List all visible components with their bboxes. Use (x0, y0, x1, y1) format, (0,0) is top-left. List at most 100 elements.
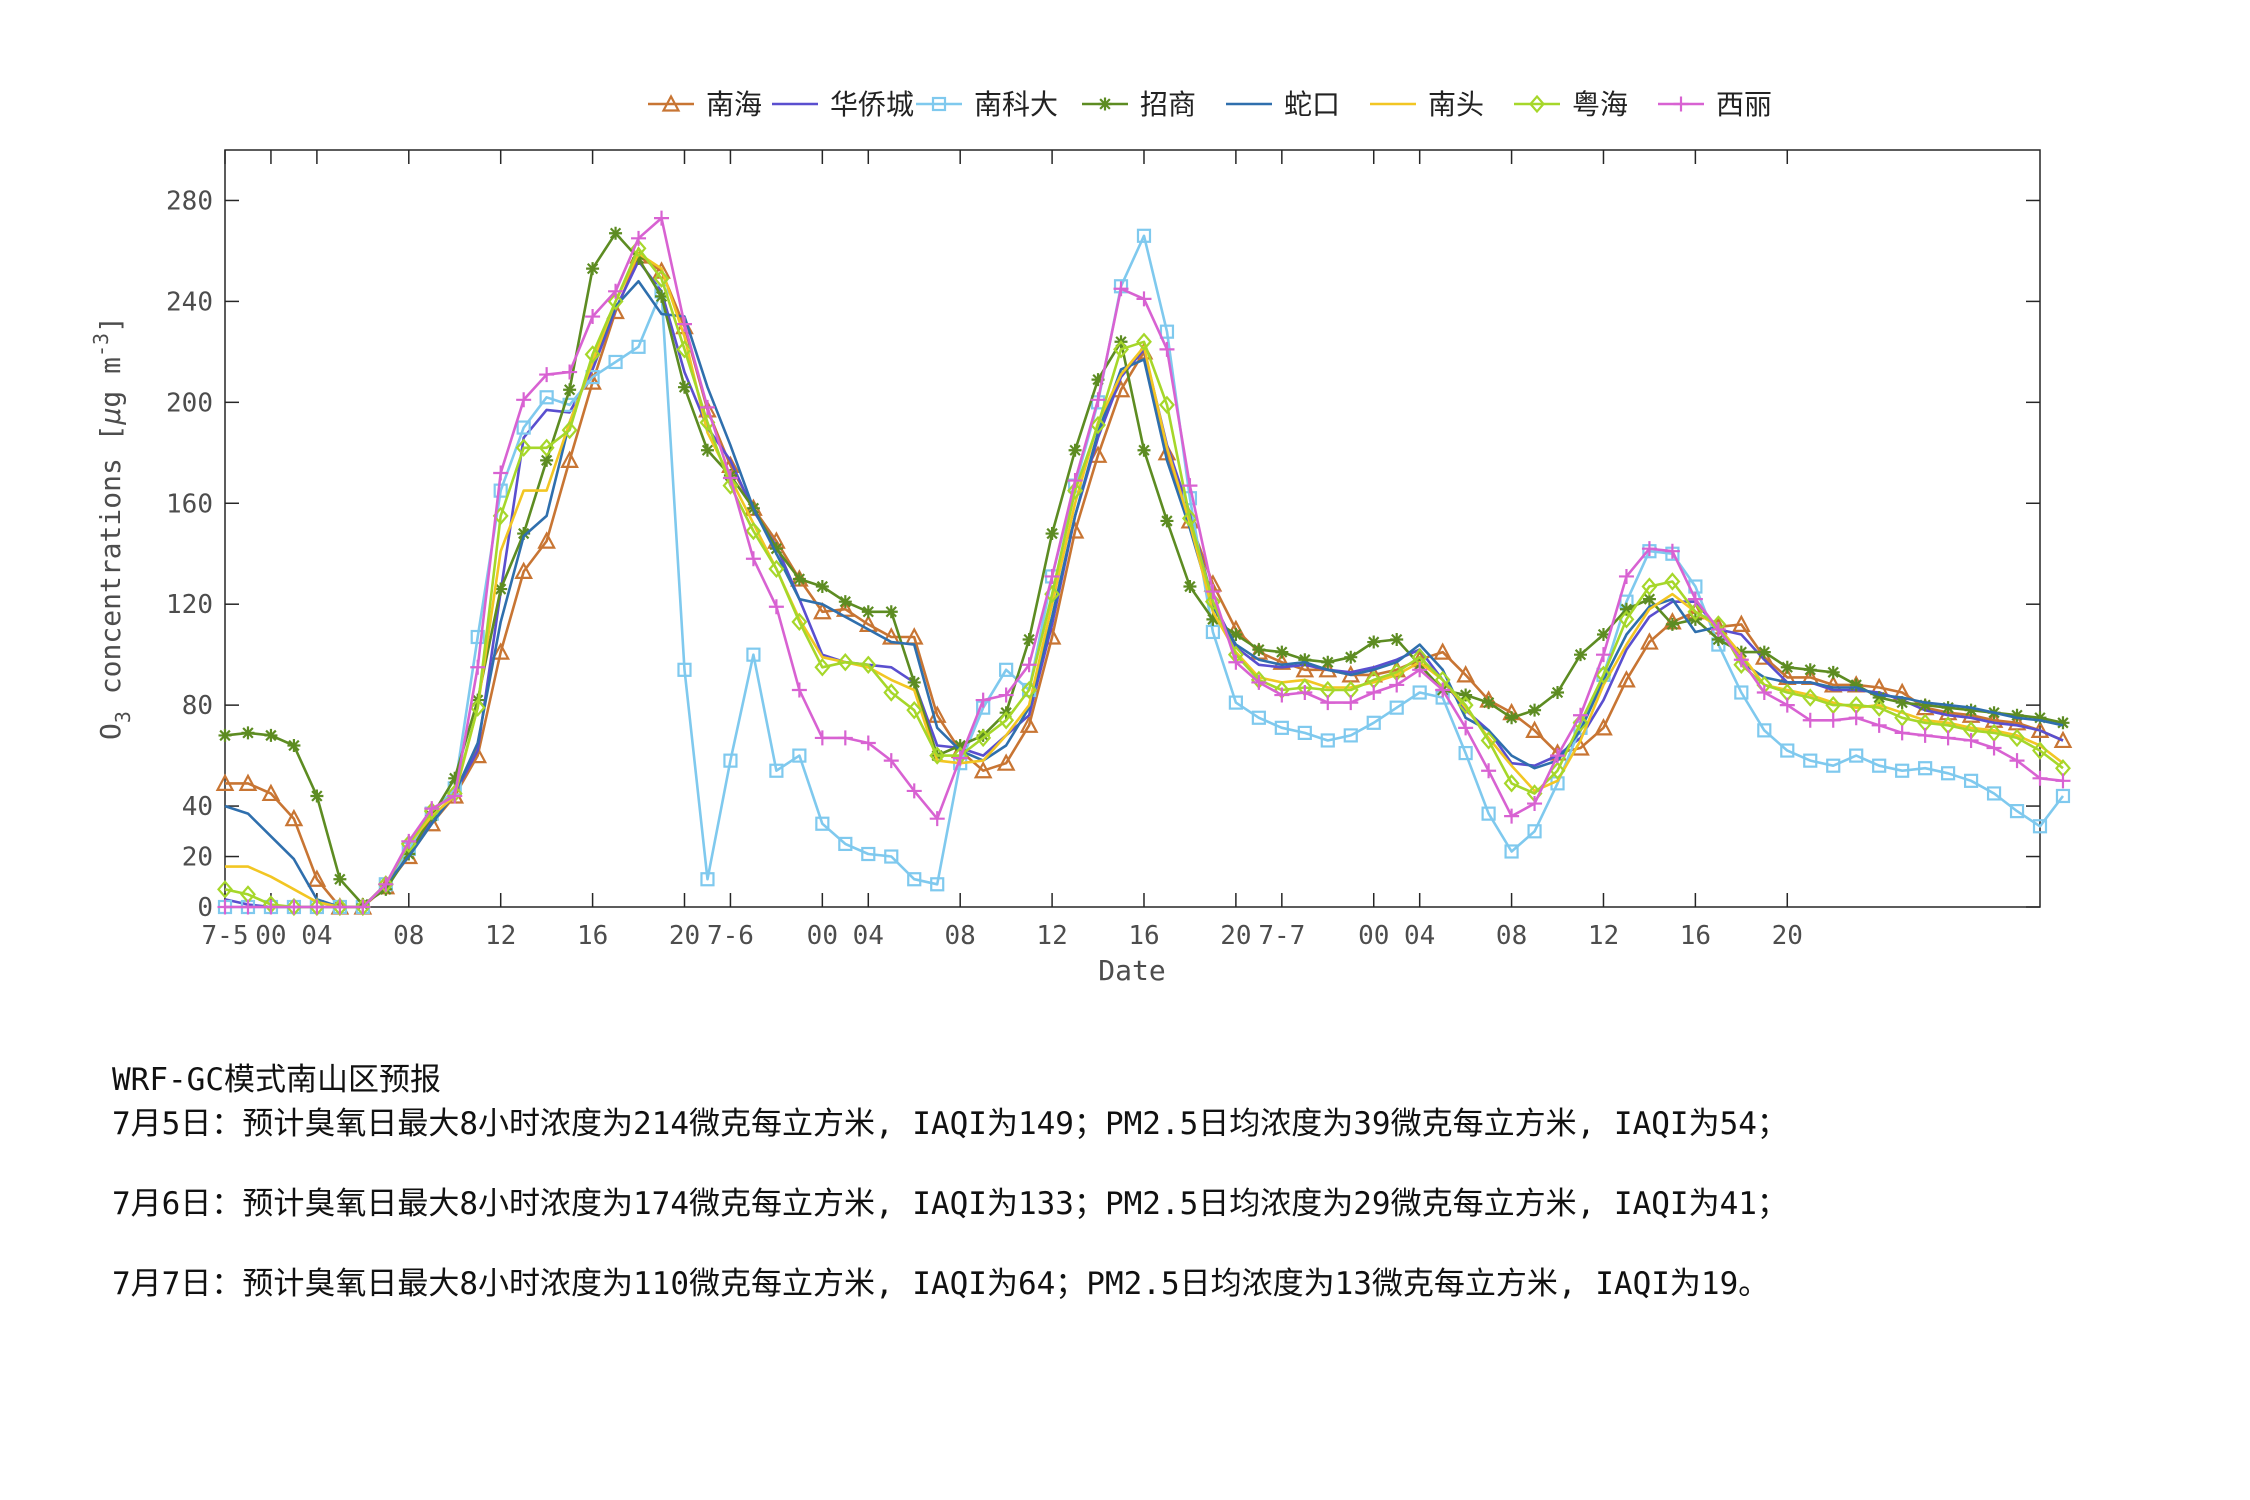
data-point (654, 210, 670, 226)
data-point (1527, 796, 1543, 812)
data-point (745, 521, 762, 541)
data-point (1137, 443, 1151, 457)
data-point (1159, 324, 1175, 339)
data-point (1297, 725, 1312, 740)
data-point (1344, 650, 1358, 664)
data-point (1640, 632, 1659, 650)
data-point (676, 316, 692, 332)
data-point (215, 773, 235, 791)
data-point (310, 789, 324, 803)
data-point (996, 753, 1016, 771)
data-point (1090, 415, 1106, 435)
data-point (1941, 701, 1955, 715)
data-point (1366, 715, 1381, 730)
data-point (1803, 753, 1818, 768)
data-point (1917, 727, 1933, 743)
data-point (975, 728, 992, 748)
data-point (1986, 740, 2002, 756)
data-point (906, 701, 923, 720)
data-point (493, 483, 508, 498)
data-point (1710, 621, 1726, 637)
data-point (1412, 685, 1427, 700)
data-point (837, 653, 854, 672)
x-axis: 7-5 00 04 08 12 16 20 7-6 00 04 08 12 16 20 7-7 00 04 08 1… (202, 150, 1803, 951)
data-point (1872, 691, 1886, 705)
data-point (537, 531, 556, 549)
data-point (1918, 698, 1932, 712)
data-point (493, 465, 509, 481)
chart-legend: 南海 华侨城 南科大 招商 蛇口 南头 粤海 西丽 (648, 88, 1772, 121)
forecast-notes: WRF-GC模式南山区预报 7月5日：预计臭氧日最大8小时浓度为214微克每立方… (112, 1060, 2112, 1344)
legend-marker (931, 96, 947, 112)
data-point (1367, 635, 1381, 649)
data-point (560, 450, 579, 468)
data-point (1594, 718, 1613, 736)
data-point (1711, 633, 1725, 647)
legend-item: 西丽 (1658, 88, 1772, 121)
data-point (1780, 660, 1794, 674)
data-point (722, 476, 739, 495)
data-point (584, 345, 601, 364)
data-point (585, 309, 601, 325)
data-point (815, 580, 829, 594)
data-point (1780, 743, 1795, 758)
data-point (1205, 624, 1221, 640)
legend-label: 南科大 (974, 88, 1058, 121)
data-point (491, 642, 511, 660)
data-point (1731, 614, 1751, 632)
x-tick-label: 20 (1220, 921, 1251, 951)
data-point (976, 728, 990, 742)
data-point (1113, 281, 1129, 297)
legend-item: 南科大 (916, 88, 1058, 121)
data-point (1849, 748, 1864, 763)
data-point (1986, 786, 2002, 801)
data-point (2032, 741, 2048, 760)
data-point (999, 662, 1014, 677)
data-point (470, 659, 486, 675)
x-tick-label: 00 (807, 921, 838, 951)
y-tick-label: 80 (182, 691, 213, 721)
data-point (607, 292, 624, 311)
data-point (1458, 745, 1473, 761)
data-point (745, 551, 761, 567)
data-point (883, 753, 899, 769)
data-point (448, 771, 462, 785)
data-point (792, 572, 806, 586)
data-point (561, 420, 578, 440)
data-point (1298, 653, 1312, 667)
data-point (562, 364, 578, 380)
data-point (858, 614, 878, 632)
data-point (699, 399, 715, 415)
data-point (1205, 584, 1221, 600)
data-point (837, 730, 853, 746)
data-point (2009, 753, 2025, 769)
series-8 (217, 210, 2071, 915)
data-point (2056, 716, 2070, 730)
data-point (1642, 592, 1656, 606)
data-point (2009, 804, 2025, 819)
data-point (1619, 602, 1633, 616)
data-point (1871, 717, 1887, 733)
data-point (1871, 698, 1888, 717)
data-point (1343, 728, 1358, 743)
data-point (953, 739, 967, 753)
data-point (1320, 733, 1335, 748)
y-tick-label: 280 (166, 186, 213, 216)
data-point (768, 599, 784, 615)
data-point (860, 735, 876, 751)
y-tick-label: 160 (166, 489, 213, 519)
data-point (539, 367, 555, 383)
data-point (286, 899, 302, 915)
series-6 (225, 252, 2064, 909)
data-point (1091, 373, 1105, 387)
data-point (1343, 695, 1359, 711)
data-point (240, 899, 256, 915)
data-point (1550, 748, 1566, 764)
legend-item: 粤海 (1514, 88, 1628, 121)
data-point (676, 340, 693, 359)
data-point (1618, 568, 1634, 584)
data-point (1825, 695, 1842, 715)
data-point (2009, 728, 2025, 748)
x-tick-label: 08 (1496, 921, 1527, 951)
data-point (1528, 703, 1542, 717)
